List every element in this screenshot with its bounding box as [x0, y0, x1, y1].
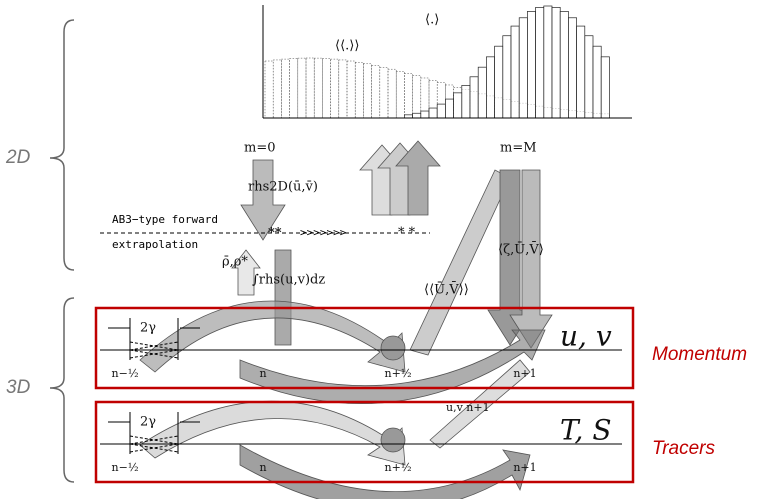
ab3-line1: AB3−type forward [112, 213, 218, 226]
bracket-2d [50, 20, 74, 270]
filter-bar [363, 64, 371, 118]
diagram: 2D 3D ⟨.⟩ ⟨⟨.⟩⟩ m=0 m=M rhs2D(ū,v̄) AB3−… [0, 0, 772, 499]
width-label: 2γ [140, 415, 156, 430]
step-label: n+1 [513, 461, 536, 474]
filter-bar [314, 58, 322, 118]
node [381, 428, 405, 452]
slow-avg: ⟨ζ,Ū,V̄⟩ [498, 241, 544, 257]
filter-bar [577, 26, 585, 118]
brackets [50, 20, 74, 482]
m-start: m=0 [244, 141, 276, 156]
filter-bar [486, 57, 494, 118]
arc-arrow [140, 401, 405, 465]
panel-caption: Tracers [652, 438, 715, 459]
filter-bar [331, 59, 339, 118]
filter-bar [339, 60, 347, 118]
filter-bar [372, 65, 380, 118]
step-label: n+½ [385, 461, 412, 474]
panel-caption: Momentum [652, 344, 747, 365]
fast-label: ⟨⟨.⟩⟩ [335, 39, 359, 54]
filter-bar [536, 7, 544, 118]
panel-variable: u, v [560, 320, 612, 353]
filter-bar [290, 58, 298, 118]
filter-bar [462, 85, 470, 118]
rhs2d: rhs2D(ū,v̄) [248, 180, 318, 195]
label-2d: 2D [5, 147, 31, 168]
filter-bar [503, 36, 511, 118]
filter-bar [429, 108, 437, 118]
step-label: n+½ [385, 367, 412, 380]
extrap-arrows: >>>>>>> [300, 226, 347, 239]
filter-bar [495, 46, 503, 118]
filter-bar [396, 71, 404, 118]
bracket-3d [50, 298, 74, 482]
m-end: m=M [500, 141, 537, 156]
step-label: n−½ [112, 461, 139, 474]
step-label: n [259, 367, 266, 380]
flow-arrows [140, 141, 552, 499]
panel-variable: T, S [560, 414, 612, 447]
stars: * * [398, 226, 416, 241]
filter-bar [273, 60, 281, 118]
step-label: n−½ [112, 367, 139, 380]
width-label: 2γ [140, 321, 156, 336]
filter-bar [413, 76, 421, 118]
step-label: n [259, 461, 266, 474]
arrow [275, 250, 291, 345]
integral: ∫rhs(u,v)dz [252, 273, 325, 288]
filter-bar [347, 61, 355, 118]
step-label: n+1 [513, 367, 536, 380]
fast-avg: ⟨⟨Ū,V̄⟩⟩ [424, 281, 469, 297]
filter-bar [568, 18, 576, 118]
filter-bar [470, 77, 478, 118]
density: ρ̄,ρ* [222, 255, 248, 270]
filter-bar [519, 18, 527, 118]
filter-bar [544, 6, 552, 118]
filter-bar [593, 46, 601, 118]
filter-bar [281, 59, 289, 118]
filter-bar [454, 93, 462, 118]
filter-bar [404, 73, 412, 118]
label-3d: 3D [6, 377, 31, 398]
filter-bar [445, 99, 453, 118]
filter-bar [585, 36, 593, 118]
ab3-line2: extrapolation [112, 238, 198, 251]
filter-bar [601, 57, 609, 118]
node [381, 336, 405, 360]
filter-bar [560, 11, 568, 118]
filter-bar [388, 69, 396, 118]
filter-bar [355, 62, 363, 118]
filter-bar [380, 67, 388, 118]
filter-bar [527, 11, 535, 118]
filter-bar [322, 58, 330, 118]
filter-bar [552, 7, 560, 118]
filter-bar [437, 104, 445, 118]
filter-bar [478, 67, 486, 118]
arc-arrow [140, 301, 405, 372]
barotropic-label: ⟨.⟩ [425, 13, 439, 28]
stars: ** [268, 226, 282, 241]
filter-bar [265, 61, 273, 118]
filter-bar [421, 111, 429, 118]
filter-bar [306, 58, 314, 118]
filter-bar [511, 26, 519, 118]
filter-bar [413, 113, 421, 118]
filter-bar [298, 58, 306, 118]
